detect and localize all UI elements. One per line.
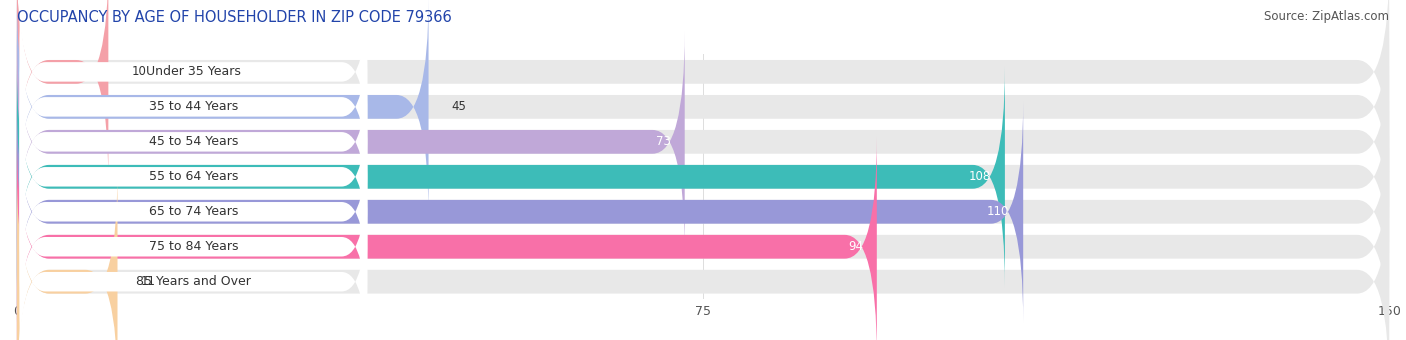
FancyBboxPatch shape	[20, 193, 367, 340]
FancyBboxPatch shape	[17, 66, 1005, 287]
Text: 110: 110	[987, 205, 1010, 218]
Text: Source: ZipAtlas.com: Source: ZipAtlas.com	[1264, 10, 1389, 23]
Text: 45: 45	[451, 100, 467, 113]
Text: 45 to 54 Years: 45 to 54 Years	[149, 135, 238, 148]
FancyBboxPatch shape	[20, 158, 367, 335]
FancyBboxPatch shape	[17, 101, 1024, 322]
FancyBboxPatch shape	[20, 19, 367, 195]
FancyBboxPatch shape	[17, 0, 1389, 217]
Text: 75 to 84 Years: 75 to 84 Years	[149, 240, 238, 253]
FancyBboxPatch shape	[20, 89, 367, 265]
Text: Under 35 Years: Under 35 Years	[146, 65, 240, 79]
Text: 10: 10	[131, 65, 146, 79]
Text: 73: 73	[657, 135, 671, 148]
Text: 108: 108	[969, 170, 991, 183]
FancyBboxPatch shape	[17, 31, 1389, 252]
Text: 35 to 44 Years: 35 to 44 Years	[149, 100, 238, 113]
FancyBboxPatch shape	[17, 101, 1389, 322]
Text: OCCUPANCY BY AGE OF HOUSEHOLDER IN ZIP CODE 79366: OCCUPANCY BY AGE OF HOUSEHOLDER IN ZIP C…	[17, 10, 451, 25]
FancyBboxPatch shape	[17, 0, 1389, 182]
FancyBboxPatch shape	[20, 0, 367, 160]
Text: 65 to 74 Years: 65 to 74 Years	[149, 205, 238, 218]
Text: 94: 94	[848, 240, 863, 253]
Text: 85 Years and Over: 85 Years and Over	[136, 275, 250, 288]
FancyBboxPatch shape	[17, 0, 429, 217]
FancyBboxPatch shape	[17, 171, 1389, 340]
Text: 11: 11	[141, 275, 156, 288]
Text: 55 to 64 Years: 55 to 64 Years	[149, 170, 238, 183]
FancyBboxPatch shape	[17, 171, 118, 340]
FancyBboxPatch shape	[17, 0, 108, 182]
FancyBboxPatch shape	[20, 54, 367, 230]
FancyBboxPatch shape	[17, 136, 877, 340]
FancyBboxPatch shape	[17, 66, 1389, 287]
FancyBboxPatch shape	[20, 124, 367, 300]
FancyBboxPatch shape	[17, 31, 685, 252]
FancyBboxPatch shape	[17, 136, 1389, 340]
